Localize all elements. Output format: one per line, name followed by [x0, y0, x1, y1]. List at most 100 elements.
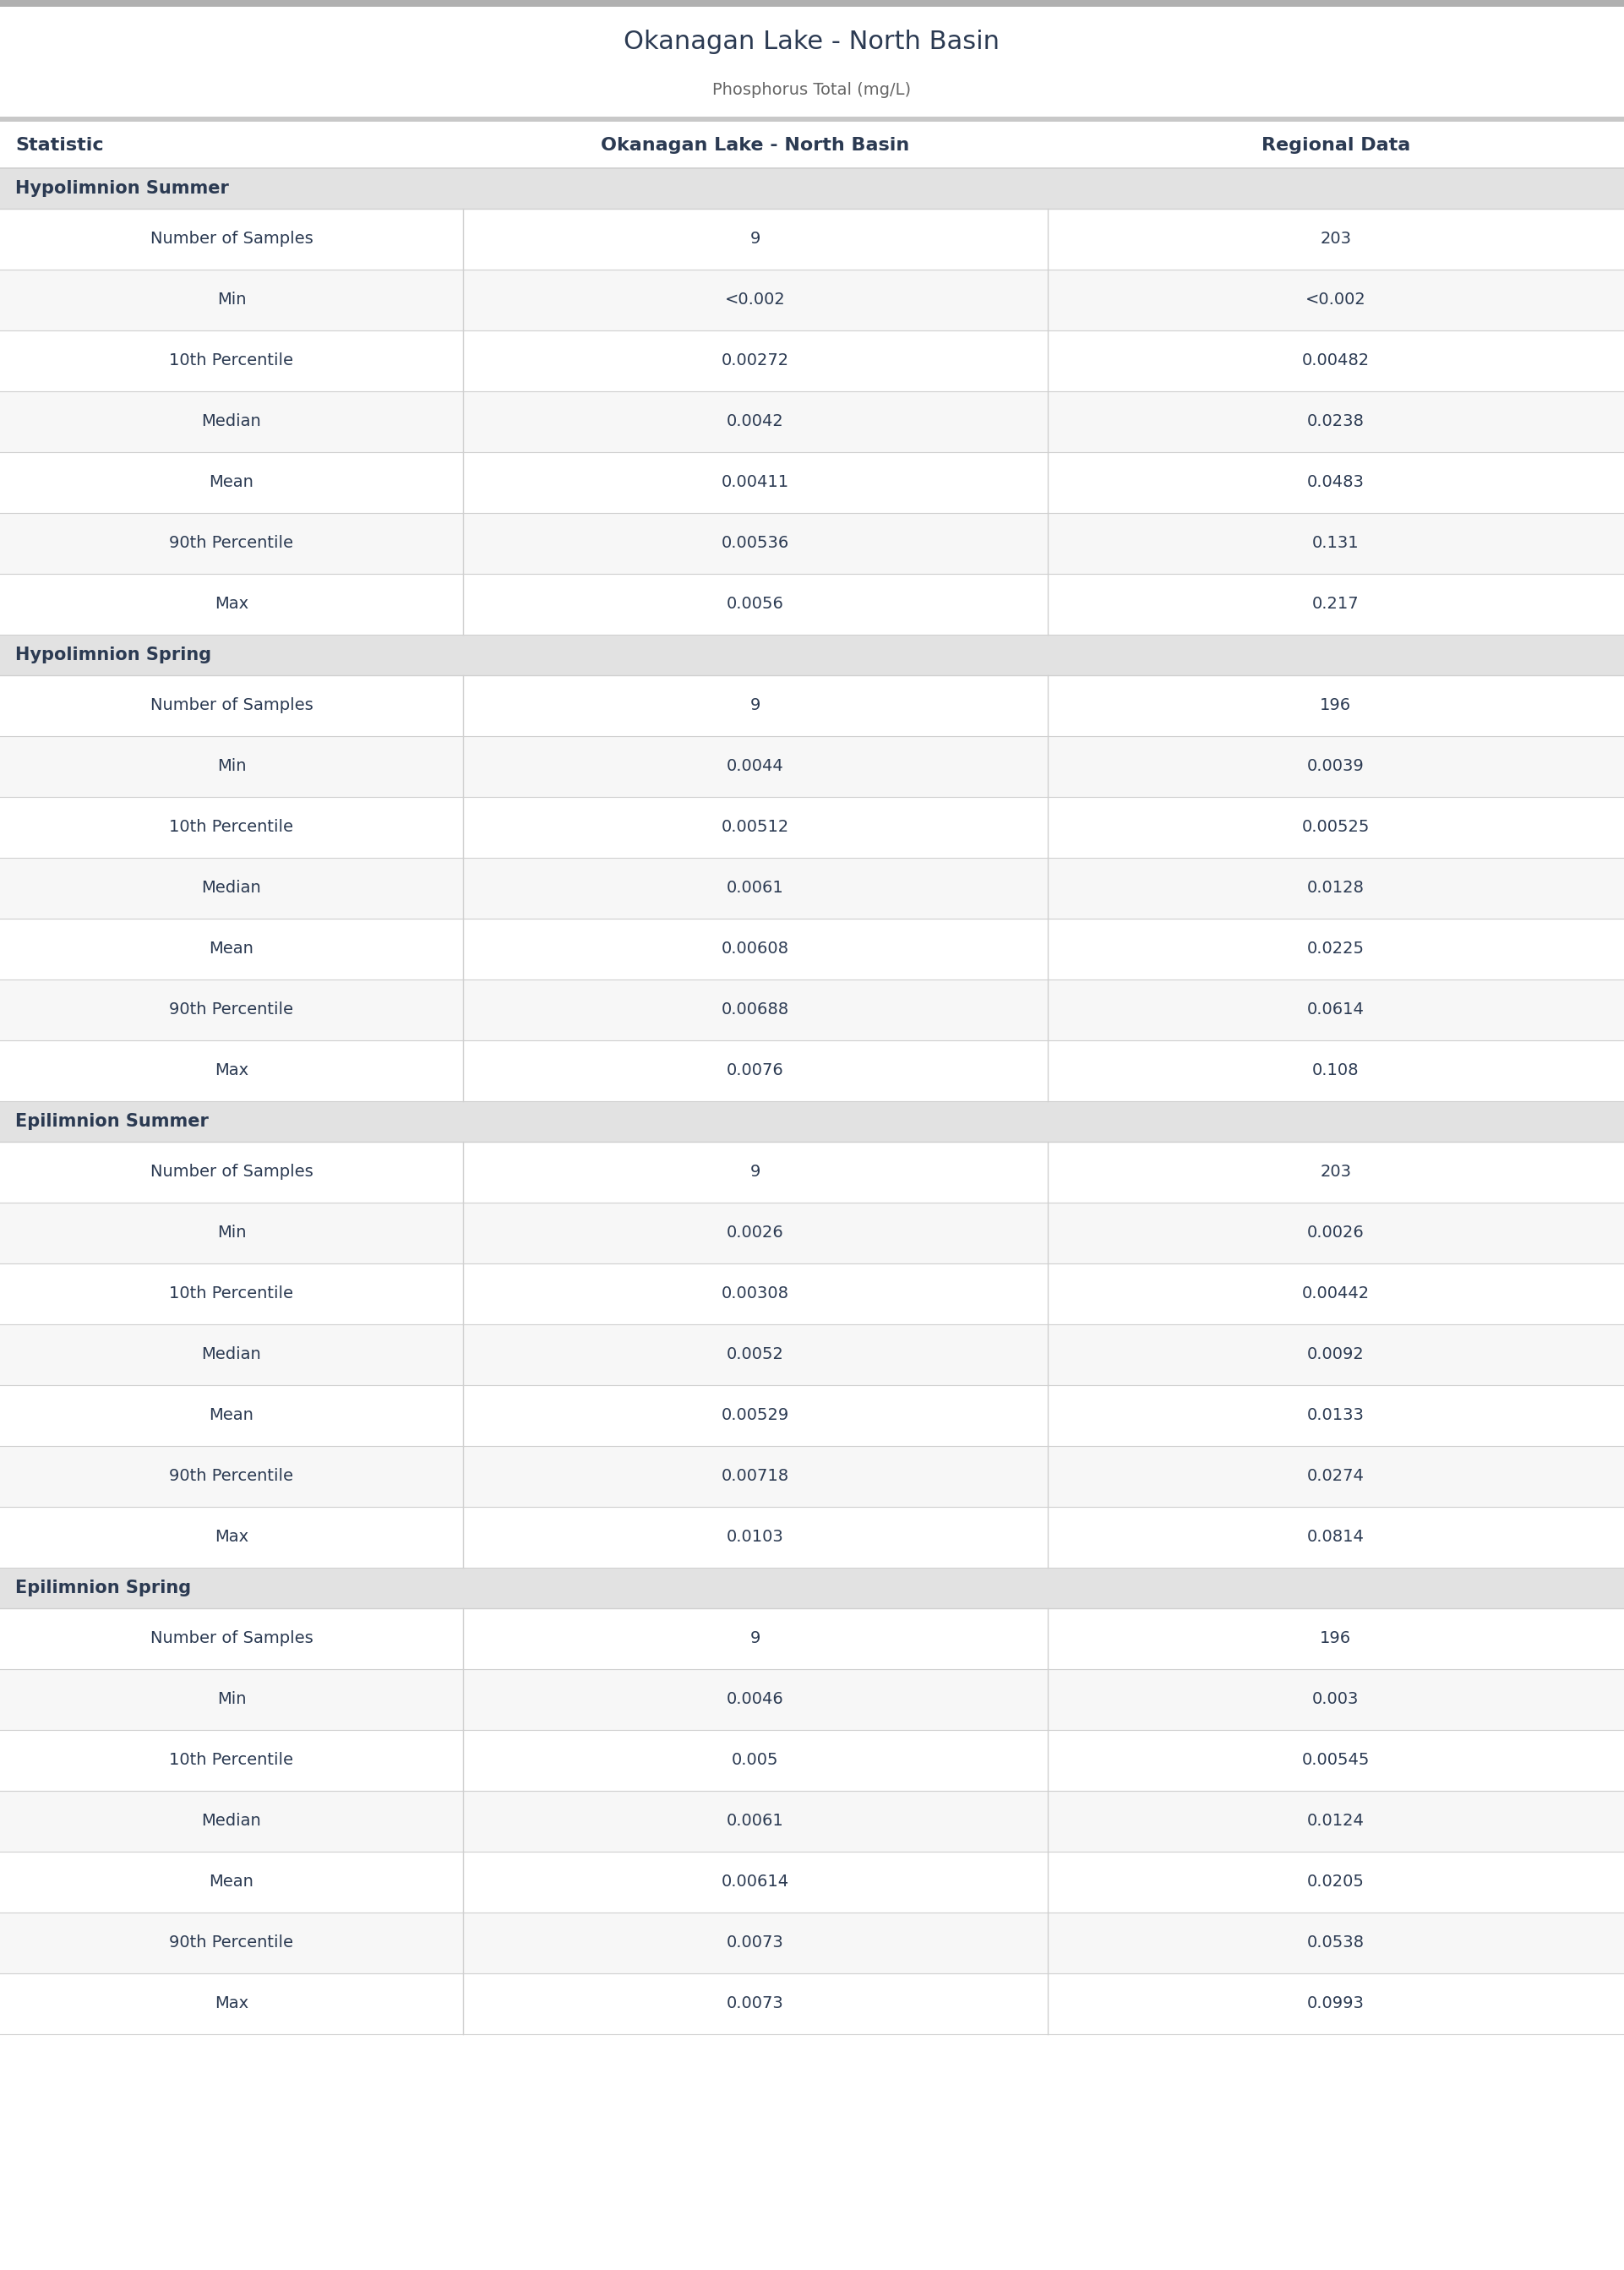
Text: 9: 9 — [750, 1630, 760, 1646]
Text: 10th Percentile: 10th Percentile — [169, 1752, 294, 1768]
Text: 0.0274: 0.0274 — [1307, 1469, 1364, 1485]
Text: Statistic: Statistic — [15, 136, 104, 154]
Text: 0.0061: 0.0061 — [726, 881, 784, 897]
Bar — [0, 674, 1624, 735]
Text: Median: Median — [201, 413, 261, 429]
Text: 0.00536: 0.00536 — [721, 536, 789, 552]
Bar — [0, 1040, 1624, 1101]
Bar — [0, 1607, 1624, 1668]
Bar — [0, 1852, 1624, 1914]
Bar — [0, 0, 1624, 7]
Text: 90th Percentile: 90th Percentile — [169, 1934, 294, 1950]
Bar — [0, 1264, 1624, 1323]
Text: 0.131: 0.131 — [1312, 536, 1359, 552]
Bar — [0, 1973, 1624, 2034]
Text: <0.002: <0.002 — [724, 293, 786, 309]
Text: 0.0128: 0.0128 — [1307, 881, 1364, 897]
Text: Min: Min — [218, 1226, 245, 1242]
Text: 0.0039: 0.0039 — [1307, 758, 1364, 774]
Text: 0.0042: 0.0042 — [726, 413, 784, 429]
Text: Max: Max — [214, 597, 248, 613]
Bar — [0, 1142, 1624, 1203]
Text: Epilimnion Spring: Epilimnion Spring — [15, 1580, 192, 1596]
Text: 0.00482: 0.00482 — [1302, 352, 1369, 370]
Text: Okanagan Lake - North Basin: Okanagan Lake - North Basin — [601, 136, 909, 154]
Text: 0.00614: 0.00614 — [721, 1875, 789, 1891]
Bar — [0, 1446, 1624, 1507]
Text: Number of Samples: Number of Samples — [149, 232, 313, 247]
Text: 9: 9 — [750, 697, 760, 713]
Text: 0.0238: 0.0238 — [1307, 413, 1364, 429]
Text: 0.00512: 0.00512 — [721, 819, 789, 835]
Text: Mean: Mean — [209, 1407, 253, 1423]
Text: 10th Percentile: 10th Percentile — [169, 352, 294, 370]
Bar — [0, 123, 1624, 168]
Bar — [0, 116, 1624, 123]
Text: 10th Percentile: 10th Percentile — [169, 819, 294, 835]
Text: 0.0133: 0.0133 — [1307, 1407, 1364, 1423]
Bar — [0, 1791, 1624, 1852]
Text: Min: Min — [218, 758, 245, 774]
Bar — [0, 797, 1624, 858]
Text: 0.003: 0.003 — [1312, 1691, 1359, 1707]
Text: 0.0026: 0.0026 — [1307, 1226, 1364, 1242]
Text: 0.0056: 0.0056 — [726, 597, 784, 613]
Text: Hypolimnion Spring: Hypolimnion Spring — [15, 647, 211, 663]
Text: 0.108: 0.108 — [1312, 1062, 1359, 1078]
Text: Min: Min — [218, 293, 245, 309]
Text: 9: 9 — [750, 232, 760, 247]
Text: 0.00525: 0.00525 — [1302, 819, 1369, 835]
Text: Max: Max — [214, 1062, 248, 1078]
Text: 0.00718: 0.00718 — [721, 1469, 789, 1485]
Bar — [0, 390, 1624, 452]
Text: 196: 196 — [1320, 1630, 1351, 1646]
Bar — [0, 636, 1624, 674]
Bar — [0, 1101, 1624, 1142]
Text: Median: Median — [201, 1814, 261, 1830]
Text: 0.00411: 0.00411 — [721, 474, 789, 490]
Text: 0.0073: 0.0073 — [726, 1995, 784, 2011]
Text: Epilimnion Summer: Epilimnion Summer — [15, 1112, 208, 1130]
Text: Mean: Mean — [209, 474, 253, 490]
Text: 0.0044: 0.0044 — [726, 758, 784, 774]
Text: 0.00688: 0.00688 — [721, 1001, 789, 1017]
Text: 0.0046: 0.0046 — [726, 1691, 784, 1707]
Text: 90th Percentile: 90th Percentile — [169, 1469, 294, 1485]
Text: 0.0061: 0.0061 — [726, 1814, 784, 1830]
Bar — [0, 1203, 1624, 1264]
Bar — [0, 7, 1624, 120]
Text: 0.00308: 0.00308 — [721, 1285, 789, 1303]
Text: Number of Samples: Number of Samples — [149, 1165, 313, 1180]
Bar — [0, 574, 1624, 636]
Text: 0.0205: 0.0205 — [1307, 1875, 1364, 1891]
Text: 0.0076: 0.0076 — [726, 1062, 784, 1078]
Text: 0.00545: 0.00545 — [1302, 1752, 1369, 1768]
Bar — [0, 168, 1624, 209]
Bar — [0, 1507, 1624, 1569]
Text: 203: 203 — [1320, 1165, 1351, 1180]
Text: 0.0993: 0.0993 — [1307, 1995, 1364, 2011]
Text: Max: Max — [214, 1530, 248, 1546]
Text: 0.217: 0.217 — [1312, 597, 1359, 613]
Text: Max: Max — [214, 1995, 248, 2011]
Text: 90th Percentile: 90th Percentile — [169, 536, 294, 552]
Text: 0.0052: 0.0052 — [726, 1346, 784, 1362]
Bar — [0, 1914, 1624, 1973]
Text: 0.00529: 0.00529 — [721, 1407, 789, 1423]
Text: Okanagan Lake - North Basin: Okanagan Lake - North Basin — [624, 30, 1000, 54]
Text: 0.00272: 0.00272 — [721, 352, 789, 370]
Bar — [0, 209, 1624, 270]
Bar — [0, 978, 1624, 1040]
Text: 0.005: 0.005 — [732, 1752, 778, 1768]
Text: 0.0483: 0.0483 — [1307, 474, 1364, 490]
Bar — [0, 1730, 1624, 1791]
Text: Number of Samples: Number of Samples — [149, 1630, 313, 1646]
Text: 203: 203 — [1320, 232, 1351, 247]
Bar — [0, 1385, 1624, 1446]
Bar — [0, 331, 1624, 390]
Text: Phosphorus Total (mg/L): Phosphorus Total (mg/L) — [713, 82, 911, 98]
Text: 196: 196 — [1320, 697, 1351, 713]
Text: 0.0026: 0.0026 — [726, 1226, 784, 1242]
Text: Mean: Mean — [209, 1875, 253, 1891]
Text: Regional Data: Regional Data — [1262, 136, 1410, 154]
